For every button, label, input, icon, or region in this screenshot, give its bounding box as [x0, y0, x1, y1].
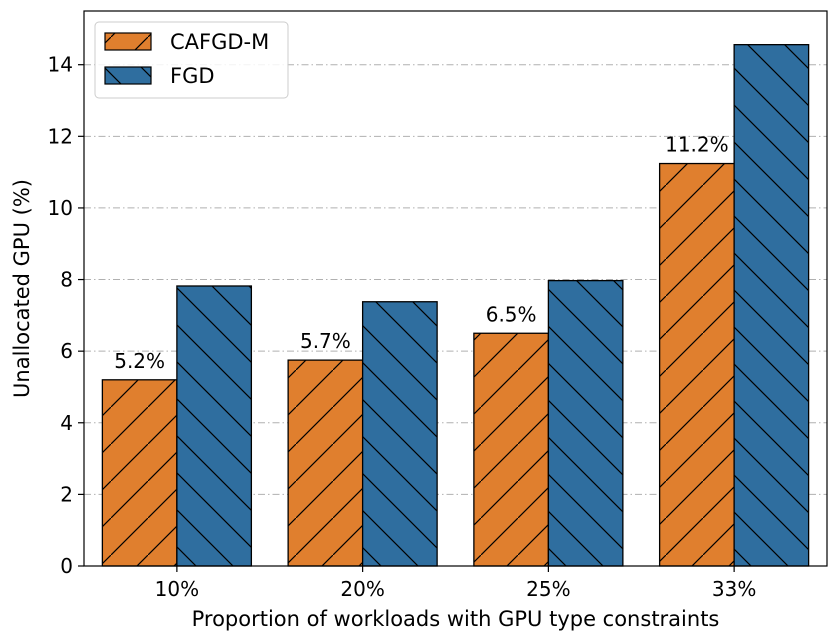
- y-axis-label: Unallocated GPU (%): [10, 179, 34, 398]
- bar-hatch-outline: [176, 285, 253, 567]
- bar-hatch-outline: [547, 279, 624, 567]
- bar-hatch-outline: [287, 359, 364, 567]
- legend: CAFGD-M FGD: [94, 21, 289, 99]
- bar-hatch-outline: [473, 332, 550, 567]
- x-axis-ticks: 10% 20% 25% 33%: [155, 566, 756, 601]
- y-tick-label: 0: [60, 554, 73, 578]
- y-tick-label: 6: [60, 339, 73, 363]
- y-tick-label: 4: [60, 411, 73, 435]
- plot-frame: [83, 10, 828, 567]
- data-label: 11.2%: [665, 133, 729, 157]
- data-label: 5.2%: [114, 349, 165, 373]
- y-tick-label: 2: [60, 482, 73, 506]
- x-tick-label: 10%: [155, 577, 199, 601]
- legend-label-cafgd-m: CAFGD-M: [170, 30, 269, 54]
- data-label: 6.5%: [486, 302, 537, 326]
- y-tick-label: 8: [60, 268, 73, 292]
- data-labels: 5.2% 5.7% 6.5% 11.2%: [114, 133, 728, 373]
- y-axis-ticks: 0 2 4 6 8 10 12 14: [48, 53, 84, 578]
- y-tick-label: 12: [48, 124, 73, 148]
- bar-hatch-outline: [658, 162, 735, 567]
- data-label: 5.7%: [300, 329, 351, 353]
- y-tick-label: 10: [48, 196, 73, 220]
- x-axis-label: Proportion of workloads with GPU type co…: [192, 607, 720, 631]
- x-tick-label: 20%: [340, 577, 384, 601]
- bar-hatch-outline: [733, 44, 810, 567]
- x-tick-label: 33%: [712, 577, 756, 601]
- legend-swatch-outline: [104, 32, 152, 51]
- bars: [101, 44, 810, 567]
- legend-label-fgd: FGD: [170, 64, 215, 88]
- bar-hatch-outline: [361, 301, 438, 567]
- bar-hatch-outline: [101, 379, 178, 567]
- y-tick-label: 14: [48, 53, 73, 77]
- legend-swatch-outline: [104, 66, 152, 85]
- x-tick-label: 25%: [526, 577, 570, 601]
